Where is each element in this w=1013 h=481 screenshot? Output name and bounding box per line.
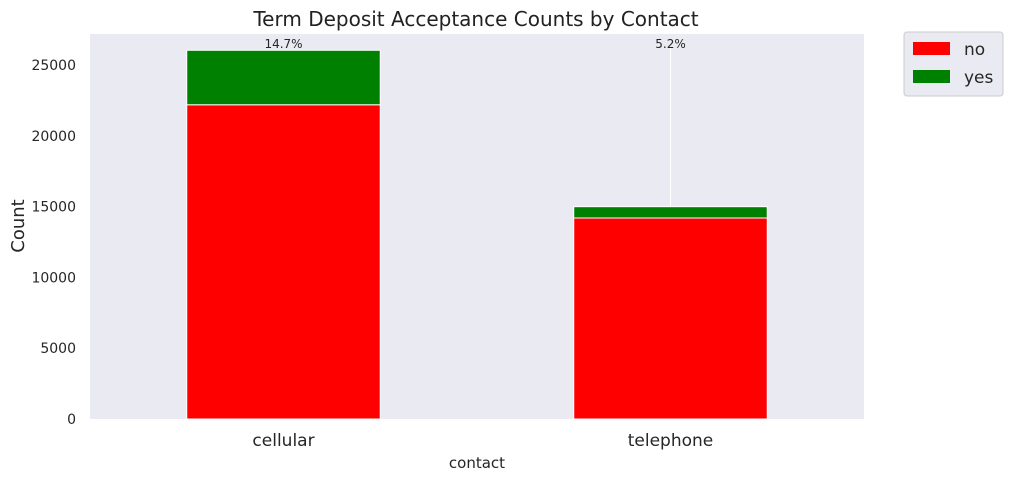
legend: no yes [903, 31, 1004, 97]
x-tick-label-cellular: cellular [252, 431, 314, 451]
bar-labels: 14.7% 5.2% [264, 37, 685, 51]
bar-label-cellular: 14.7% [264, 37, 302, 51]
bar-label-telephone: 5.2% [655, 37, 686, 51]
bars [186, 48, 768, 420]
y-tick-label: 5000 [40, 341, 76, 357]
x-axis-ticks: cellular telephone [252, 431, 713, 451]
legend-label-yes: yes [964, 68, 994, 88]
bar-yes-telephone [573, 206, 768, 219]
bar-yes-cellular [186, 49, 381, 106]
y-tick-label: 15000 [31, 200, 76, 216]
x-axis-label: contact [449, 454, 505, 472]
bar-no-telephone [573, 217, 768, 420]
legend-label-no: no [964, 40, 985, 60]
legend-swatch-yes [913, 70, 950, 83]
y-tick-label: 10000 [31, 270, 76, 286]
y-tick-label: 0 [67, 412, 76, 428]
x-tick-label-telephone: telephone [628, 431, 714, 451]
chart-title: Term Deposit Acceptance Counts by Contac… [252, 7, 698, 31]
y-axis-label: Count [8, 199, 29, 252]
y-tick-label: 25000 [31, 58, 76, 74]
y-axis-ticks: 0 5000 10000 15000 20000 25000 [31, 58, 76, 428]
y-tick-label: 20000 [31, 129, 76, 145]
legend-swatch-no [913, 42, 950, 55]
bar-no-cellular [186, 104, 381, 420]
